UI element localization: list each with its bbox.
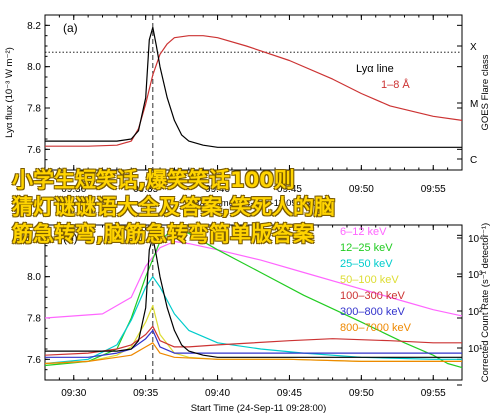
x-tick-label: 09:55 <box>421 184 446 195</box>
x-axis-label: Start Time (24-Sep-11 09:28:00) <box>191 403 327 414</box>
x-tick-label: 09:50 <box>349 388 374 399</box>
count-rate-tick-label: 10² <box>468 307 483 318</box>
count-rate-tick-label: 10¹ <box>468 344 483 355</box>
series-line-25-50-kev <box>44 276 462 365</box>
goes-class-label: X <box>470 42 477 53</box>
legend-entry-lya-line: Lyα line <box>356 63 394 75</box>
panel-label: (a) <box>63 21 78 35</box>
legend-entry-800-7000-kev: 800–7000 keV <box>340 322 412 334</box>
legend-entry-12-25-kev: 12–25 keV <box>340 242 393 254</box>
goes-class-label: M <box>470 99 478 110</box>
y-tick-label: 8.2 <box>27 231 41 242</box>
y-tick-label: 7.6 <box>27 145 41 156</box>
plot-frame <box>44 224 463 381</box>
legend-entry-50-100-kev: 50–100 keV <box>340 274 399 286</box>
x-tick-label: 09:50 <box>349 184 374 195</box>
x-tick-label: 09:35 <box>133 388 158 399</box>
x-tick-label: 09:30 <box>61 388 86 399</box>
y-tick-label: 7.8 <box>27 104 41 115</box>
y-tick-label: 7.6 <box>27 355 41 366</box>
legend-entry-300-800-kev: 300–800 keV <box>340 306 405 318</box>
y-tick-label: 8.0 <box>27 62 41 73</box>
count-rate-tick-label: 10³ <box>468 270 483 281</box>
x-tick-label: 09:45 <box>277 184 302 195</box>
chart-panel-a: 09:30 09:35 09:40 09:45 09:50 09:55 Start Time… <box>4 14 491 209</box>
y-axis-label: Lyα flux (10⁻³ W m⁻²) <box>4 47 15 138</box>
series-line-1-8- <box>45 35 463 147</box>
y2-axis-label: Corrected Count Rate (s⁻¹ detector⁻¹) <box>480 223 491 382</box>
legend-entry-6-12-kev: 6–12 keV <box>340 226 387 238</box>
series-line-100-300-kev <box>44 325 462 356</box>
legend-entry-100-300-kev: 100–300 keV <box>340 290 405 302</box>
y-tick-label: 8.2 <box>27 21 41 32</box>
series-line-300-800-kev <box>45 329 462 358</box>
series-line-ly-line <box>45 26 462 148</box>
y-tick-label: 7.8 <box>27 314 41 325</box>
y-tick-label: 8.0 <box>27 272 41 283</box>
x-tick-label: 09:40 <box>205 388 230 399</box>
plot-frame <box>44 14 463 171</box>
series-line-6-12-kev <box>44 240 463 319</box>
x-axis-label: Start Time (24-Sep-11 09:28:00) <box>191 198 327 209</box>
x-tick-label: 09:30 <box>61 184 86 195</box>
y2-axis-label: GOES Flare class <box>480 54 491 130</box>
x-tick-label: 09:45 <box>277 388 302 399</box>
chart-panel-b: 09:30 09:35 09:40 09:45 09:50 09:55 Start Time… <box>27 223 491 414</box>
count-rate-tick-label: 10⁴ <box>468 234 483 245</box>
legend-entry-1-8-angstrom: 1–8 Å <box>381 78 410 91</box>
series-line-800-7000-kev <box>44 342 462 365</box>
x-tick-label: 09:35 <box>133 184 158 195</box>
goes-class-label: C <box>470 155 477 166</box>
panel-label: (b) <box>63 231 78 245</box>
x-tick-label: 09:55 <box>421 388 446 399</box>
x-tick-label: 09:40 <box>205 184 230 195</box>
series-line-ly-line <box>45 236 462 358</box>
legend-entry-25-50-kev: 25–50 keV <box>340 258 393 270</box>
